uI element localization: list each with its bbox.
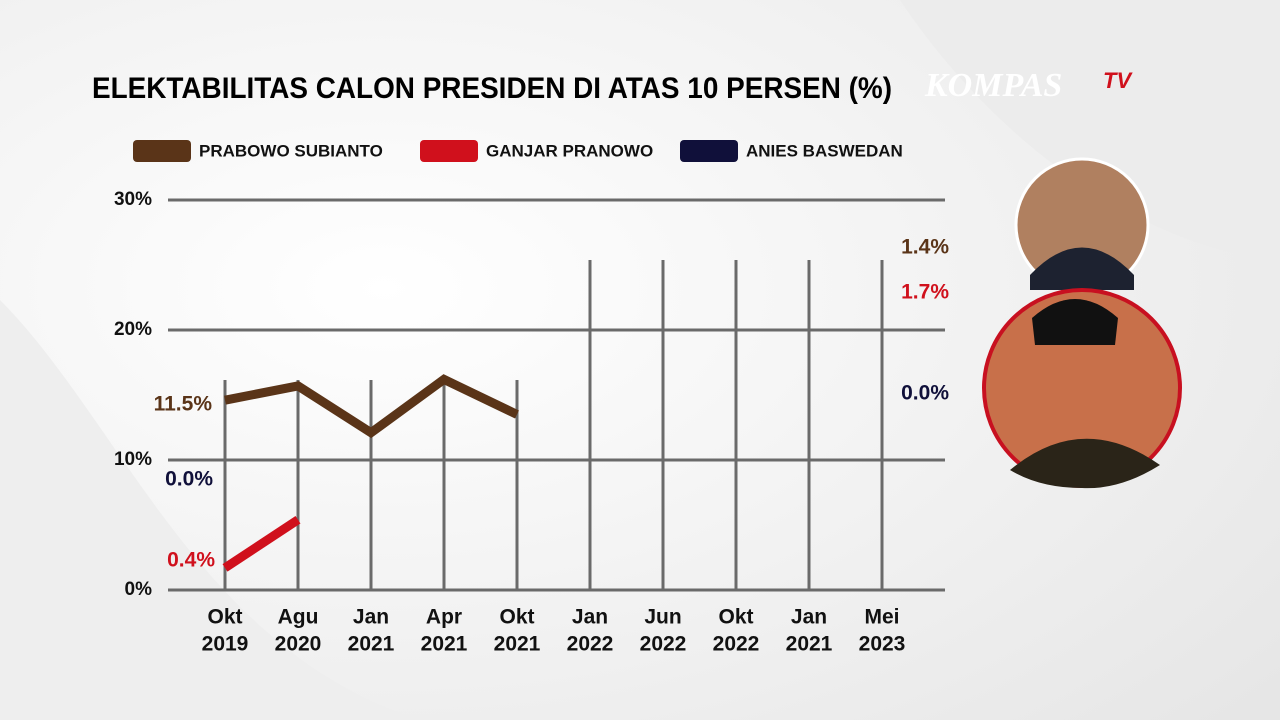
watermark: KOMPAS xyxy=(924,67,1062,104)
x-tick-label: Okt xyxy=(499,606,534,629)
x-tick-label: Jan xyxy=(791,606,827,629)
legend-label: PRABOWO SUBIANTO xyxy=(199,141,383,160)
x-tick-label: Jan xyxy=(572,606,608,629)
x-tick-label: Mei xyxy=(864,606,899,629)
series-line xyxy=(222,516,301,572)
annotation: 1.4% xyxy=(901,236,949,259)
x-tick-label: 2021 xyxy=(494,633,541,656)
y-tick-label: 10% xyxy=(114,449,152,470)
x-tick-label: 2022 xyxy=(567,633,614,656)
x-tick-label: 2021 xyxy=(348,633,395,656)
annotation: 0.0% xyxy=(165,468,213,491)
x-tick-label: Jan xyxy=(353,606,389,629)
y-tick-label: 0% xyxy=(125,579,153,600)
x-tick-label: Jun xyxy=(644,606,681,629)
photo-detail xyxy=(1010,438,1160,489)
legend-swatch xyxy=(420,140,478,162)
photo-detail xyxy=(1032,299,1118,345)
chart-title: ELEKTABILITAS CALON PRESIDEN DI ATAS 10 … xyxy=(92,72,892,105)
annotation: 0.4% xyxy=(167,549,215,572)
photo-detail xyxy=(1030,247,1134,290)
x-tick-label: 2022 xyxy=(640,633,687,656)
x-tick-label: Okt xyxy=(718,606,753,629)
legend-swatch xyxy=(680,140,738,162)
x-tick-label: 2021 xyxy=(786,633,833,656)
x-tick-label: Agu xyxy=(278,606,319,629)
x-tick-label: 2022 xyxy=(713,633,760,656)
legend-label: GANJAR PRANOWO xyxy=(486,141,653,160)
x-tick-label: Okt xyxy=(207,606,242,629)
watermark-tv: TV xyxy=(1103,68,1133,93)
x-tick-label: 2019 xyxy=(202,633,249,656)
x-tick-label: 2023 xyxy=(859,633,906,656)
background-shape xyxy=(0,300,420,720)
y-tick-label: 20% xyxy=(114,319,152,340)
annotation: 0.0% xyxy=(901,382,949,405)
x-tick-label: Apr xyxy=(426,606,462,629)
legend-label: ANIES BASWEDAN xyxy=(746,141,903,160)
x-tick-label: 2020 xyxy=(275,633,322,656)
background-shape xyxy=(900,0,1280,260)
legend-swatch xyxy=(133,140,191,162)
y-tick-label: 30% xyxy=(114,189,152,210)
series-line xyxy=(224,374,519,439)
x-tick-label: 2021 xyxy=(421,633,468,656)
annotation: 1.7% xyxy=(901,281,949,304)
annotation: 11.5% xyxy=(154,393,213,416)
